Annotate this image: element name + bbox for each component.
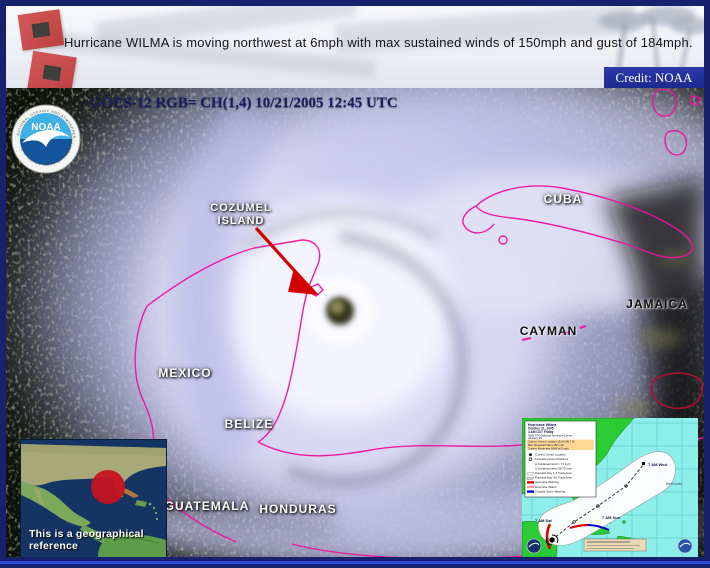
svg-text:Potential Day 1-3 Track Area: Potential Day 1-3 Track Area (535, 471, 572, 475)
track-legend-box: Hurricane Wilma October 21, 2005 4 AM CD… (524, 420, 597, 498)
hurricane-warning-flag-icon (17, 9, 65, 51)
storm-status-headline: Hurricane WILMA is moving northwest at 6… (64, 35, 693, 50)
svg-text:Tropical Storm Warning: Tropical Storm Warning (535, 489, 566, 493)
forecast-track-line (551, 463, 645, 541)
svg-text:Potential Day 4-5 Track Area: Potential Day 4-5 Track Area (535, 476, 572, 480)
label-guatemala: GUATEMALA (164, 499, 250, 513)
palm-tree-decor (598, 12, 650, 30)
svg-text:Advisory 24: Advisory 24 (528, 436, 543, 440)
geo-inset-map (21, 440, 166, 557)
track-label-bermuda: Bermuda (666, 481, 683, 486)
label-honduras: HONDURAS (259, 502, 337, 516)
noaa-logo-text: NOAA (31, 122, 60, 133)
satellite-header-text: GOES-12 RGB= CH(1,4) 10/21/2005 12:45 UT… (90, 95, 398, 111)
tropical-storm-warning-segment (587, 524, 610, 531)
svg-text:NWS TPC/National Hurricane Cen: NWS TPC/National Hurricane Center (528, 433, 572, 437)
svg-text:Current Center Location 19.8 N: Current Center Location 19.8 N 86.7 W (528, 440, 575, 444)
svg-text:October 21, 2005: October 21, 2005 (528, 427, 554, 431)
svg-text:Forecast Center Positions: Forecast Center Positions (535, 457, 569, 461)
label-cozumel-line1: COZUMEL (210, 202, 272, 214)
palm-tree-decor (670, 18, 704, 34)
svg-text:Max Sustained Wind 150 mph: Max Sustained Wind 150 mph (528, 443, 564, 447)
credit-bar: Credit: NOAA (604, 67, 704, 88)
forecast-track-inset: Hurricane Wilma October 21, 2005 4 AM CD… (521, 417, 698, 557)
svg-text:4 AM CDT Friday: 4 AM CDT Friday (528, 430, 554, 434)
svg-text:H Sustained wind > 73 mph: H Sustained wind > 73 mph (535, 462, 571, 466)
jamaica-coastline (650, 372, 704, 409)
frame-bottom-rule (0, 561, 710, 564)
svg-text:S Sustained wind 39-73 mph: S Sustained wind 39-73 mph (535, 466, 572, 470)
svg-text:Current Center Location: Current Center Location (535, 453, 566, 457)
noaa-logo: NOAA NATIONAL OCEANIC AND ATMOSPHERIC AD… (11, 104, 81, 174)
satellite-image: GOES-12 RGB= CH(1,4) 10/21/2005 12:45 UT… (6, 88, 704, 557)
label-cuba: CUBA (543, 192, 583, 206)
track-label-sun: 7 AM Sun (602, 515, 621, 520)
svg-text:Current Movement NNW at 6 mph: Current Movement NNW at 6 mph (528, 446, 569, 450)
hurricane-warning-flag-icon (27, 50, 77, 88)
label-jamaica: JAMAICA (626, 297, 688, 311)
label-cozumel-line2: ISLAND (217, 215, 265, 227)
label-belize: BELIZE (224, 417, 274, 431)
label-cayman: CAYMAN (519, 324, 578, 338)
warning-banner: Hurricane WILMA is moving northwest at 6… (6, 6, 704, 88)
cozumel-pointer-arrow-icon (254, 226, 319, 295)
hurricane-position-marker (91, 470, 125, 504)
track-label-wed: 7 AM Wed (648, 462, 667, 467)
geographic-reference-inset: This is a geographical reference (20, 439, 167, 557)
geo-inset-caption: This is a geographical reference (29, 528, 144, 552)
svg-text:Hurricane Warning: Hurricane Warning (535, 480, 559, 484)
noaa-mini-logo-icon (526, 538, 542, 554)
svg-text:Hurricane Wilma: Hurricane Wilma (528, 423, 557, 427)
hurricane-warning-segment (545, 523, 552, 550)
label-mexico: MEXICO (158, 366, 212, 380)
nws-mini-logo-icon (677, 538, 693, 554)
track-label-sat: 7 AM Sat (535, 518, 552, 523)
label-cozumel-island: COZUMEL ISLAND (201, 202, 281, 228)
track-scale-bar (583, 538, 647, 552)
hurricane-symbol-icon (545, 534, 559, 546)
svg-text:Hurricane Watch: Hurricane Watch (535, 485, 557, 489)
track-inset-map: Hurricane Wilma October 21, 2005 4 AM CD… (521, 417, 698, 557)
